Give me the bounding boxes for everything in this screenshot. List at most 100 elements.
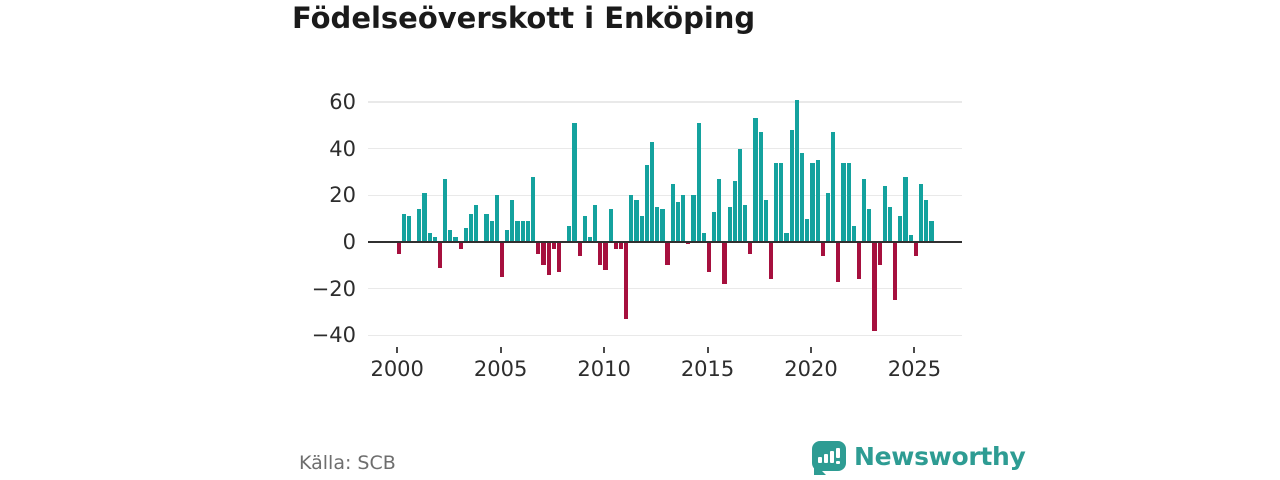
- bar: [696, 122, 701, 242]
- gridline-y--20: [368, 287, 962, 290]
- gridline-y-20: [368, 194, 962, 197]
- newsworthy-logo: Newsworthy: [812, 440, 1026, 478]
- bar: [587, 237, 593, 242]
- bar: [929, 220, 934, 242]
- bar: [753, 118, 758, 242]
- bar: [401, 213, 406, 242]
- bar: [903, 176, 908, 242]
- bar: [448, 230, 453, 242]
- bar: [908, 234, 913, 242]
- bar: [820, 242, 825, 256]
- bar: [525, 220, 530, 242]
- bar: [670, 183, 675, 242]
- bar: [893, 242, 898, 301]
- x-axis-tick: [913, 347, 916, 353]
- newsworthy-bar-chart-bubble-icon: [812, 441, 846, 475]
- bar: [499, 242, 505, 277]
- y-axis-label: 0: [342, 230, 356, 254]
- bar: [629, 195, 634, 242]
- y-axis-label: 40: [329, 136, 356, 161]
- bar: [846, 162, 851, 242]
- x-axis-tick: [396, 347, 399, 353]
- bar: [505, 230, 510, 242]
- bar: [520, 220, 525, 242]
- bar: [644, 164, 649, 242]
- bar: [510, 199, 515, 242]
- mini-bar-3: [830, 451, 834, 463]
- bar: [458, 242, 463, 249]
- bar: [681, 195, 686, 242]
- bar: [856, 242, 862, 280]
- chart-title: Födelseöverskott i Enköping: [292, 1, 756, 35]
- bar: [872, 242, 877, 331]
- bar: [877, 242, 882, 266]
- source-caption: Källa: SCB: [299, 452, 396, 474]
- bar: [437, 242, 443, 268]
- bar: [649, 141, 655, 242]
- bar: [624, 242, 629, 319]
- bar: [706, 242, 712, 273]
- bar: [913, 242, 918, 256]
- bar: [836, 242, 841, 282]
- bar: [634, 199, 639, 242]
- bar: [763, 199, 768, 242]
- bar: [639, 216, 644, 242]
- bar: [489, 220, 494, 242]
- bar: [613, 242, 618, 249]
- bar: [665, 242, 670, 266]
- bar: [691, 195, 696, 242]
- bar: [867, 209, 872, 242]
- x-axis-label: 2005: [473, 357, 528, 381]
- x-axis-label: 2010: [577, 357, 631, 381]
- bar: [582, 216, 587, 242]
- bar: [541, 242, 546, 266]
- bar: [406, 216, 412, 242]
- bar: [567, 225, 572, 242]
- mini-bar-1: [818, 457, 822, 463]
- bar: [743, 204, 748, 242]
- bar: [577, 242, 582, 256]
- bar: [484, 213, 489, 242]
- bar: [737, 148, 743, 242]
- bar: [468, 213, 474, 242]
- bar: [774, 162, 779, 242]
- y-axis-label: 20: [329, 183, 356, 208]
- bar: [815, 160, 820, 242]
- bar: [396, 242, 401, 254]
- bar: [758, 132, 763, 242]
- bar: [918, 183, 924, 242]
- bar: [712, 211, 717, 242]
- bar: [551, 242, 556, 249]
- bar: [660, 209, 665, 242]
- bar: [593, 204, 598, 242]
- bar: [779, 162, 784, 242]
- bar: [618, 242, 624, 249]
- x-axis-label: 2020: [784, 357, 838, 381]
- bar: [675, 202, 681, 242]
- mini-exclamation-dot: [836, 460, 840, 464]
- bar: [924, 199, 929, 242]
- bar: [572, 122, 577, 242]
- bar: [443, 178, 448, 242]
- bar: [722, 242, 727, 284]
- x-axis-tick: [499, 347, 502, 353]
- bar: [799, 153, 805, 242]
- bar: [598, 242, 603, 266]
- bar: [717, 178, 722, 242]
- bar: [732, 181, 737, 242]
- bar: [727, 206, 732, 242]
- bar: [422, 192, 427, 242]
- newsworthy-logo-text: Newsworthy: [854, 442, 1026, 471]
- bar: [768, 242, 774, 280]
- x-axis-label: 2015: [680, 357, 735, 381]
- bar: [494, 195, 499, 242]
- bar: [825, 192, 831, 242]
- bar: [427, 232, 432, 242]
- bar: [463, 227, 468, 242]
- bar: [701, 232, 706, 242]
- bar: [784, 232, 789, 242]
- y-axis-label: 60: [329, 89, 356, 114]
- bar: [810, 162, 815, 242]
- mini-bar-2: [824, 454, 828, 463]
